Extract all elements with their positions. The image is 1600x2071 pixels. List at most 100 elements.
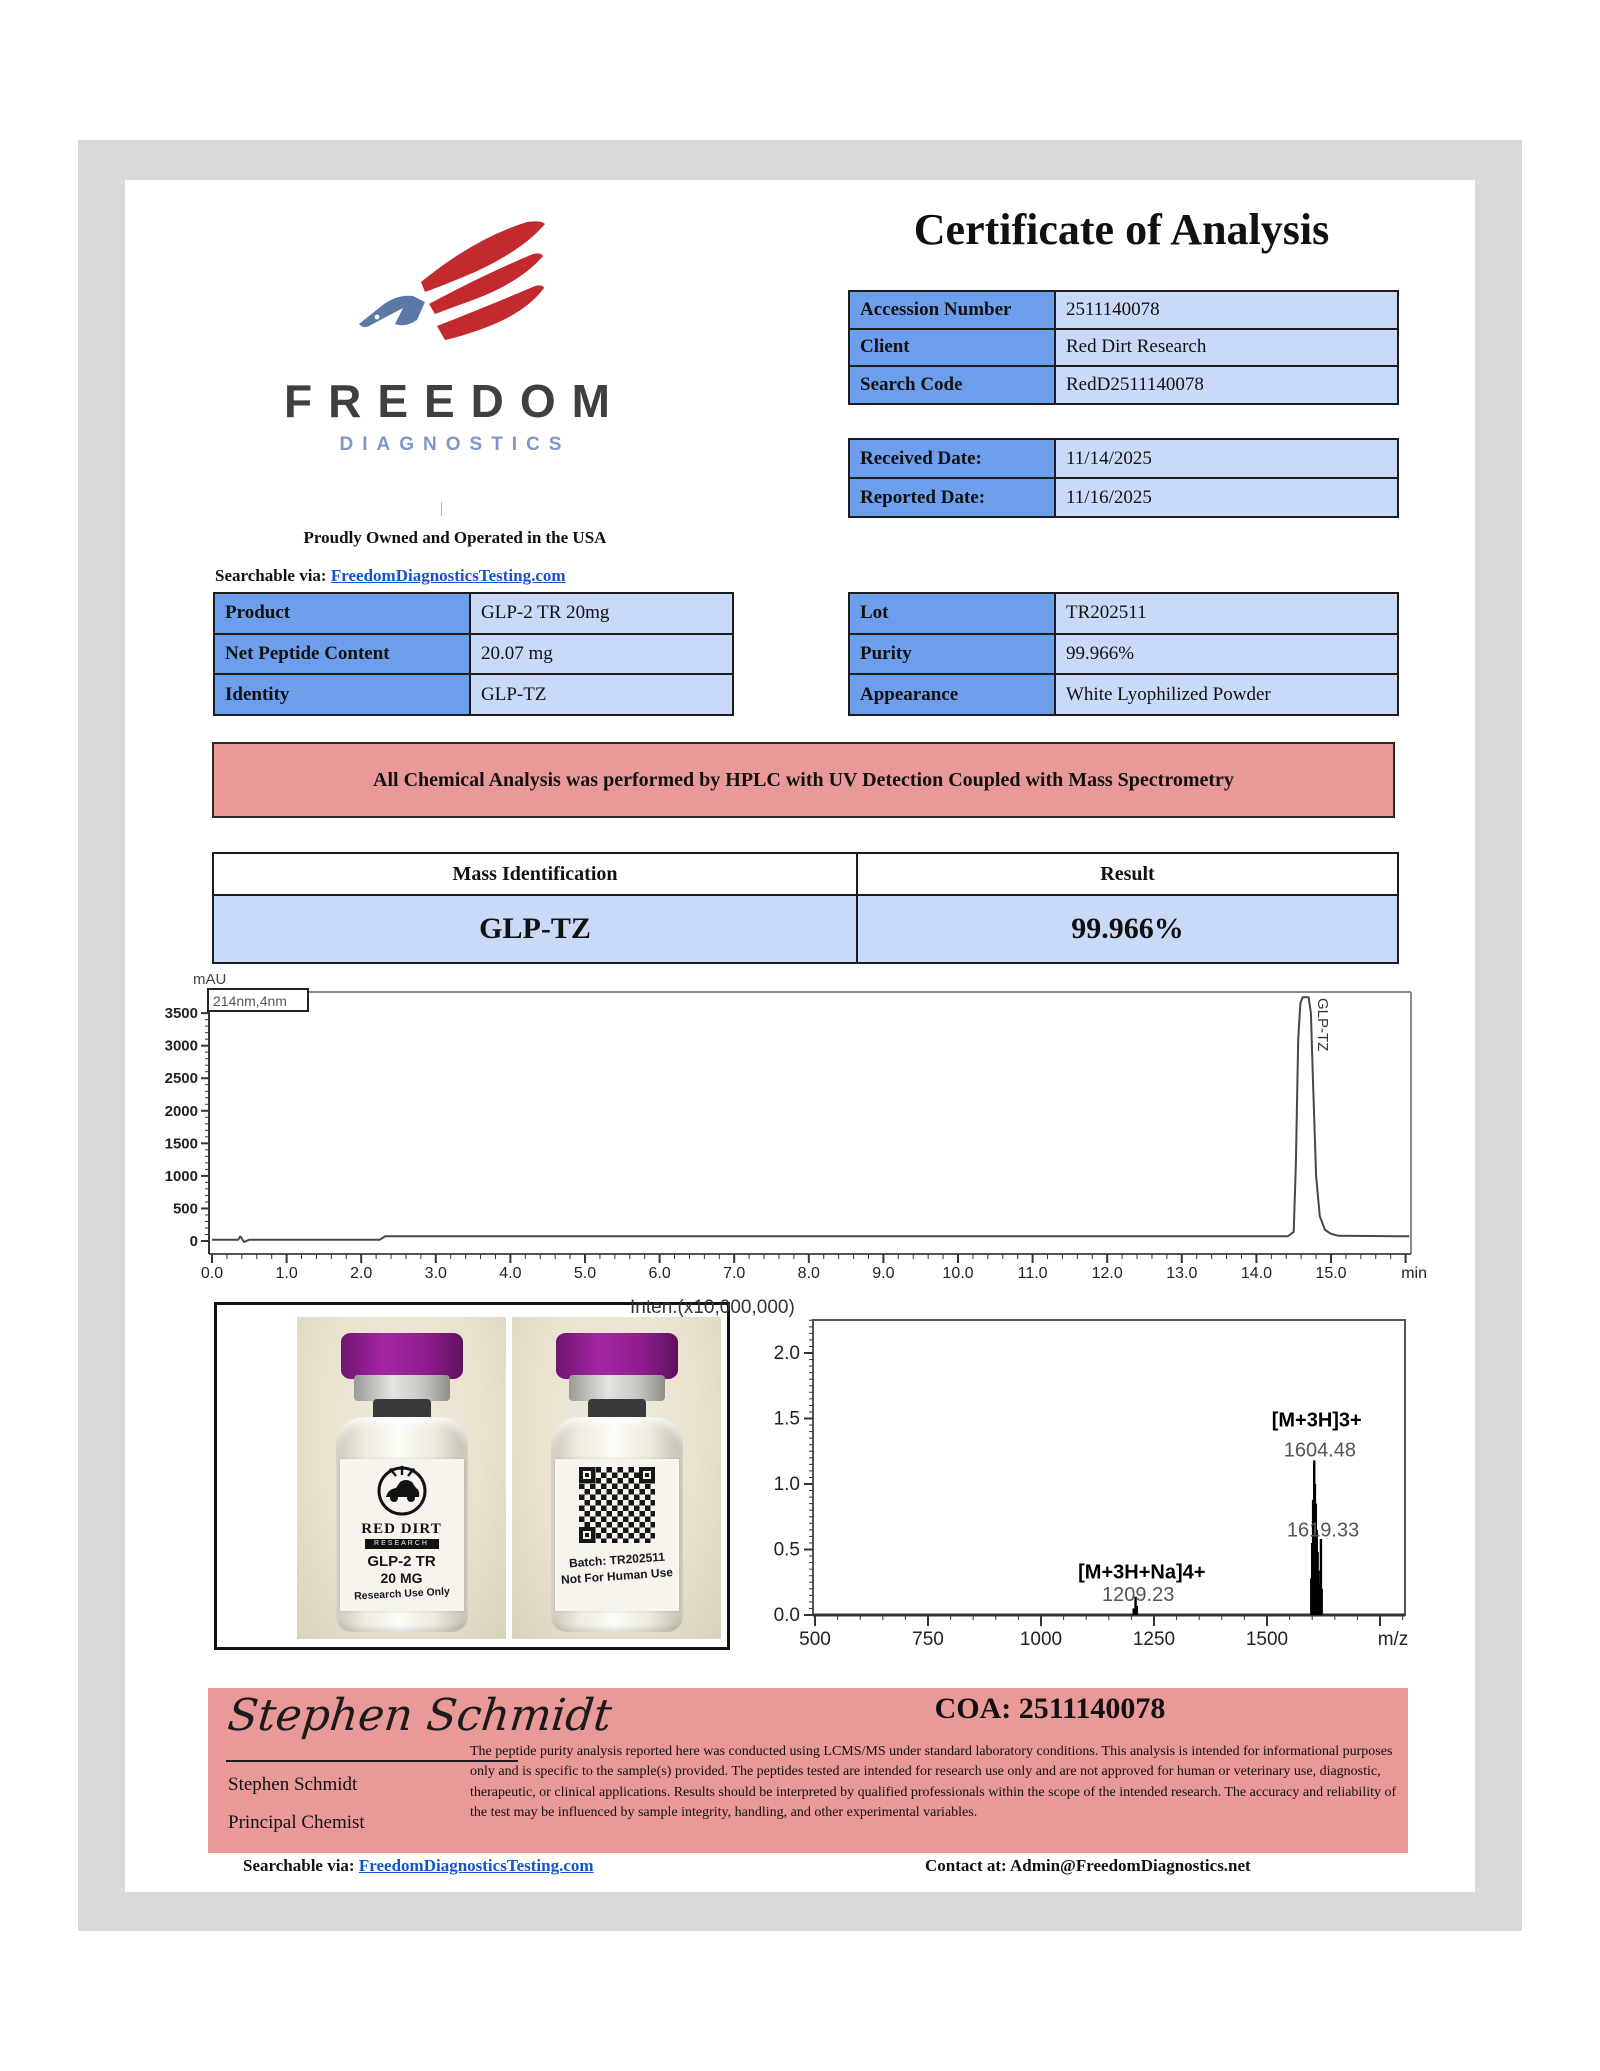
signature-block: Stephen Schmidt Stephen Schmidt Principa…	[208, 1688, 1408, 1853]
brand-name: FREEDOM	[284, 375, 626, 427]
lot-value: White Lyophilized Powder	[1056, 675, 1397, 714]
vial-product-line: GLP-2 TR	[367, 1553, 436, 1570]
lot-label: Lot	[850, 594, 1054, 633]
svg-text:10.0: 10.0	[942, 1265, 973, 1282]
svg-text:[M+3H+Na]4+: [M+3H+Na]4+	[1078, 1561, 1205, 1583]
svg-text:0.0: 0.0	[774, 1605, 800, 1626]
vial-cap	[555, 1333, 678, 1379]
brand-subtitle: DIAGNOSTICS	[339, 434, 571, 455]
vial-photo-box: RED DIRT RESEARCH GLP-2 TR 20 MG Researc…	[214, 1302, 730, 1650]
logo-block: FREEDOM DIAGNOSTICS	[185, 220, 725, 456]
vial-label-front: RED DIRT RESEARCH GLP-2 TR 20 MG Researc…	[339, 1459, 464, 1611]
info-value: RedD2511140078	[1056, 367, 1397, 403]
svg-text:500: 500	[799, 1629, 831, 1650]
red-dirt-truck-icon	[377, 1465, 426, 1516]
svg-text:1.0: 1.0	[774, 1474, 800, 1495]
info-value: Red Dirt Research	[1056, 329, 1397, 366]
info-value: 2511140078	[1056, 292, 1397, 328]
certificate-page: FREEDOM DIAGNOSTICS Proudly Owned and Op…	[125, 180, 1475, 1892]
svg-text:12.0: 12.0	[1092, 1265, 1123, 1282]
product-table: Product GLP-2 TR 20mg Net Peptide Conten…	[213, 592, 734, 716]
svg-text:9.0: 9.0	[872, 1265, 894, 1282]
svg-text:5.0: 5.0	[574, 1265, 596, 1282]
date-value: 11/16/2025	[1056, 479, 1397, 516]
lot-label: Purity	[850, 634, 1054, 674]
lot-value: 99.966%	[1056, 634, 1397, 674]
svg-text:3.0: 3.0	[425, 1265, 447, 1282]
result-analyte: GLP-TZ	[214, 896, 856, 962]
searchable-label: Searchable via:	[215, 566, 327, 585]
svg-text:2.0: 2.0	[350, 1265, 372, 1282]
lot-label: Appearance	[850, 675, 1054, 714]
qr-code-icon	[578, 1467, 655, 1543]
svg-text:750: 750	[912, 1629, 944, 1650]
vial-brand-sub: RESEARCH	[364, 1539, 439, 1549]
date-label: Reported Date:	[850, 479, 1054, 516]
result-header: Result	[858, 854, 1397, 894]
vial-collar	[568, 1375, 665, 1401]
product-label: Product	[215, 594, 469, 633]
svg-text:1000: 1000	[165, 1168, 198, 1185]
svg-text:7.0: 7.0	[723, 1265, 745, 1282]
svg-text:1.0: 1.0	[275, 1265, 297, 1282]
coa-number: COA: 2511140078	[934, 1692, 1166, 1725]
product-label: Net Peptide Content	[215, 634, 469, 674]
lot-value: TR202511	[1056, 594, 1397, 633]
lot-table: Lot TR202511 Purity 99.966% Appearance W…	[848, 592, 1399, 716]
info-label: Client	[850, 329, 1054, 366]
vial-label-back: Batch: TR202511 Not For Human Use	[554, 1459, 679, 1611]
mass-spectrum-chart: 0.0 0.5 1.0 1.5 2.0 500 750 1000 1250 1500 m/z Inte…	[630, 1298, 1409, 1650]
accession-table: Accession Number 2511140078 Client Red D…	[848, 290, 1399, 405]
svg-text:2.0: 2.0	[774, 1343, 800, 1364]
eagle-logo-icon	[359, 221, 545, 340]
date-label: Received Date:	[850, 440, 1054, 477]
date-value: 11/14/2025	[1056, 440, 1397, 477]
svg-text:GLP-TZ: GLP-TZ	[1314, 998, 1331, 1051]
svg-text:2000: 2000	[165, 1103, 198, 1120]
svg-text:214nm,4nm: 214nm,4nm	[213, 993, 287, 1009]
product-value: 20.07 mg	[471, 634, 732, 674]
svg-text:500: 500	[173, 1200, 198, 1217]
product-value: GLP-TZ	[471, 675, 732, 714]
footer-searchable-link[interactable]: FreedomDiagnosticsTesting.com	[358, 1856, 594, 1875]
vial-stopper	[372, 1399, 431, 1421]
vial-cap	[340, 1333, 463, 1379]
signer-role: Principal Chemist	[228, 1812, 365, 1833]
svg-text:2500: 2500	[165, 1070, 198, 1087]
svg-text:1500: 1500	[1246, 1629, 1288, 1650]
svg-text:Inten.(x10,000,000): Inten.(x10,000,000)	[630, 1298, 795, 1318]
svg-text:1.5: 1.5	[774, 1409, 800, 1430]
vial-strength-line: 20 MG	[380, 1570, 423, 1586]
vial-left: RED DIRT RESEARCH GLP-2 TR 20 MG Researc…	[297, 1317, 506, 1639]
searchable-link[interactable]: FreedomDiagnosticsTesting.com	[330, 566, 566, 585]
dates-table: Received Date: 11/14/2025 Reported Date:…	[848, 438, 1399, 518]
method-banner: All Chemical Analysis was performed by H…	[212, 742, 1395, 818]
svg-text:3000: 3000	[165, 1038, 198, 1055]
svg-text:6.0: 6.0	[648, 1265, 670, 1282]
svg-text:4.0: 4.0	[499, 1265, 521, 1282]
svg-text:3500: 3500	[165, 1005, 198, 1022]
signature-script: Stephen Schmidt	[225, 1690, 615, 1741]
vial-stopper	[587, 1399, 646, 1421]
svg-text:1604.48: 1604.48	[1284, 1439, 1356, 1461]
svg-text:0.5: 0.5	[774, 1540, 800, 1561]
result-header: Mass Identification	[214, 854, 856, 894]
svg-text:m/z: m/z	[1378, 1629, 1409, 1650]
footer-searchable: Searchable via: FreedomDiagnosticsTestin…	[243, 1856, 594, 1876]
svg-text:11.0: 11.0	[1018, 1265, 1048, 1282]
info-label: Search Code	[850, 367, 1054, 403]
svg-text:0.0: 0.0	[201, 1265, 223, 1282]
divider-tick	[441, 502, 442, 516]
svg-text:13.0: 13.0	[1166, 1265, 1197, 1282]
product-label: Identity	[215, 675, 469, 714]
vial-right: Batch: TR202511 Not For Human Use	[512, 1317, 721, 1639]
svg-text:min: min	[1401, 1265, 1427, 1282]
svg-text:1500: 1500	[165, 1135, 198, 1152]
info-label: Accession Number	[850, 292, 1054, 328]
svg-text:1250: 1250	[1133, 1629, 1175, 1650]
svg-text:8.0: 8.0	[798, 1265, 820, 1282]
svg-text:0: 0	[190, 1233, 198, 1250]
svg-text:1209.23: 1209.23	[1102, 1584, 1174, 1606]
footer-contact: Contact at: Admin@FreedomDiagnostics.net	[925, 1856, 1251, 1875]
vial-photo: RED DIRT RESEARCH GLP-2 TR 20 MG Researc…	[297, 1317, 721, 1639]
